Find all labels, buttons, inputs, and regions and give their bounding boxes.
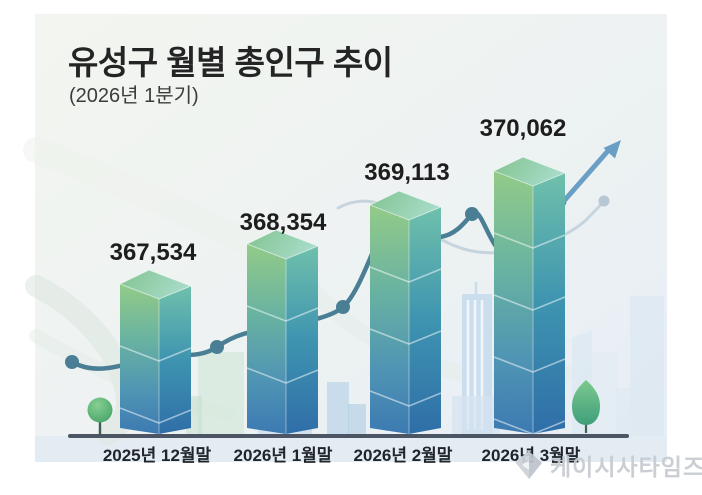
bar1-top-face <box>118 269 193 300</box>
bar-value-label: 369,113 <box>364 159 449 186</box>
bar2-right-face <box>286 246 318 434</box>
bar2-left-face <box>247 244 286 434</box>
trend-arrow-icon <box>603 140 621 159</box>
bar-column-2 <box>245 229 320 434</box>
bar-value-label: 367,534 <box>110 239 197 266</box>
right-tree-icon <box>572 380 600 433</box>
press-watermark-text: 케이시사타임즈 <box>550 454 702 480</box>
press-watermark: 케이시사타임즈 <box>512 448 702 482</box>
trend-marker <box>65 355 79 369</box>
bar-column-1 <box>118 269 193 434</box>
bar-column-4 <box>492 156 567 435</box>
bar1-left-face <box>120 284 159 434</box>
baseline-band <box>35 436 667 462</box>
bar-column-3 <box>368 190 443 434</box>
mid-buildings-silhouette <box>327 382 366 436</box>
trend-marker <box>210 340 224 354</box>
bar3-right-face <box>409 207 441 434</box>
x-axis-label: 2025년 12월말 <box>103 445 212 465</box>
bar4-top-face <box>492 156 567 187</box>
green-buildings-silhouette <box>186 352 244 436</box>
x-axis-label: 2026년 2월말 <box>354 445 453 465</box>
press-logo-icon <box>515 451 542 479</box>
bar3-top-face <box>368 190 443 221</box>
bar3-left-face <box>370 205 409 434</box>
trend-marker <box>336 300 350 314</box>
bar-value-label: 368,354 <box>240 209 327 236</box>
bar2-top-face <box>245 229 320 260</box>
left-tree-icon <box>87 397 113 434</box>
bar-value-label: 370,062 <box>480 115 567 142</box>
trend-marker <box>465 207 479 221</box>
page-subtitle: (2026년 1분기) <box>69 85 199 107</box>
bar1-right-face <box>159 286 191 434</box>
right-buildings-silhouette <box>572 296 664 436</box>
x-axis-label: 2026년 1월말 <box>234 445 333 465</box>
page-title: 유성구 월별 총인구 추이 <box>68 44 393 81</box>
striped-tower-silhouette <box>452 282 500 436</box>
echo-dot <box>598 195 610 207</box>
